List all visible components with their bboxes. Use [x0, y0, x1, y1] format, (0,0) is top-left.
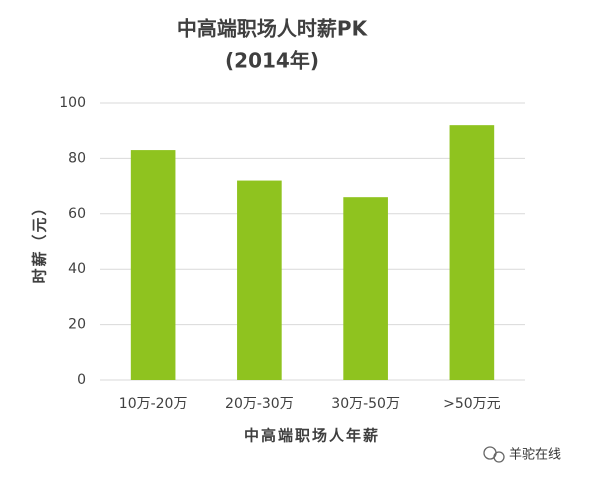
y-tick-label: 20	[68, 317, 86, 333]
y-tick-label: 0	[77, 372, 86, 388]
x-axis-title: 中高端职场人年薪	[244, 427, 380, 445]
y-tick-label: 60	[68, 206, 86, 222]
chart-title: 中高端职场人时薪PK	[177, 17, 369, 41]
bar	[343, 197, 388, 380]
x-tick-label: >50万元	[443, 396, 501, 412]
bar	[237, 180, 282, 380]
x-tick-label: 20万-30万	[225, 396, 294, 412]
watermark: 羊驼在线	[509, 447, 561, 463]
y-tick-label: 80	[68, 150, 86, 166]
x-tick-label: 30万-50万	[331, 396, 400, 412]
y-tick-label: 100	[59, 95, 86, 111]
x-tick-label: 10万-20万	[119, 396, 188, 412]
bar	[130, 150, 176, 380]
watermark-icon	[483, 446, 505, 463]
y-axis-title: 时薪（元）	[31, 198, 49, 283]
chart-subtitle: (2014年)	[225, 49, 319, 73]
bar	[449, 125, 495, 380]
y-tick-label: 40	[68, 261, 86, 277]
